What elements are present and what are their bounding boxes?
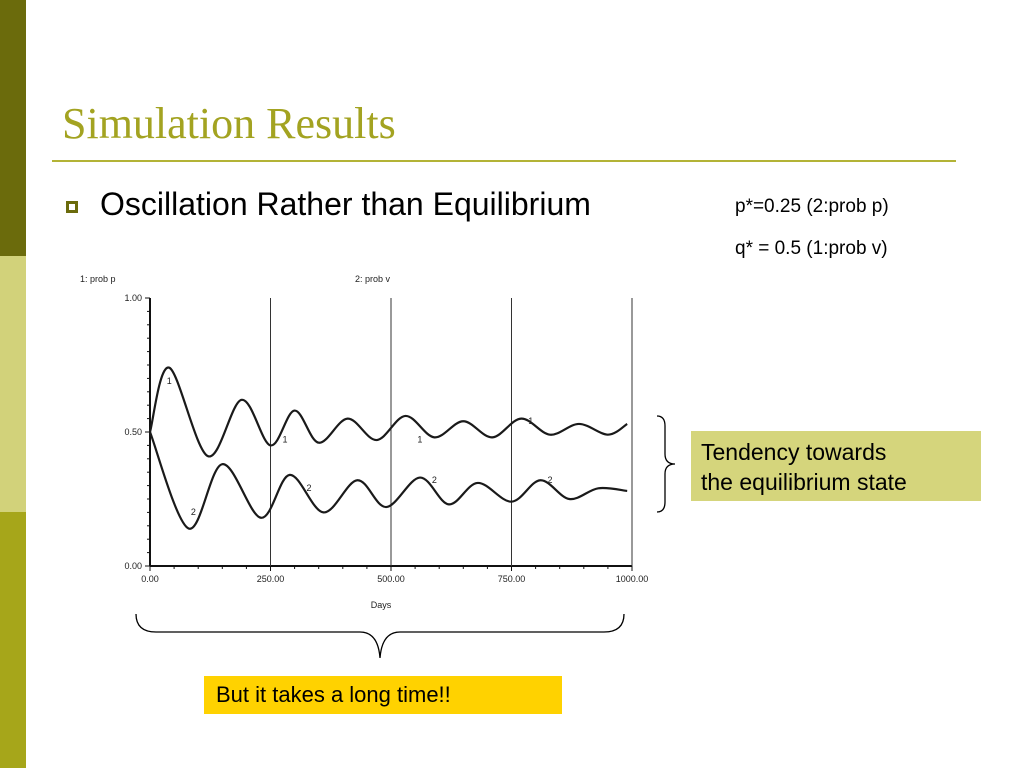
sidebar-segment-middle	[0, 256, 26, 512]
bullet-item: Oscillation Rather than Equilibrium	[66, 186, 591, 223]
x-tick-label-0: 0.00	[141, 574, 159, 584]
y-tick-label-2: 0.00	[124, 561, 142, 571]
series-2-marker-3: 2	[548, 475, 553, 485]
series-2-marker-0: 2	[191, 507, 196, 517]
series-1-marker-3: 1	[528, 416, 533, 426]
sidebar-decoration	[0, 0, 26, 768]
right-curly-brace	[656, 415, 676, 513]
bullet-text: Oscillation Rather than Equilibrium	[100, 186, 591, 222]
x-tick-label-1: 250.00	[257, 574, 285, 584]
simulation-chart: 1: prob p 2: prob v 0.00 250.00 500.00 750.00…	[80, 274, 649, 610]
equilibrium-note-q: q* = 0.5 (1:prob v)	[735, 238, 888, 259]
series-line-1	[148, 366, 628, 458]
sidebar-segment-bottom	[0, 512, 26, 768]
time-callout: But it takes a long time!!	[204, 676, 562, 714]
x-tick-label-4: 1000.00	[616, 574, 649, 584]
tendency-callout: Tendency towards the equilibrium state	[691, 431, 981, 501]
series-1-marker-0: 1	[167, 376, 172, 386]
series-line-2	[148, 431, 628, 530]
series-1-marker-1: 1	[282, 435, 287, 445]
series-2-marker-2: 2	[432, 475, 437, 485]
equilibrium-note-p: p*=0.25 (2:prob p)	[735, 196, 889, 217]
bottom-curly-brace	[135, 613, 625, 659]
y-tick-label-1: 0.50	[124, 427, 142, 437]
slide-title: Simulation Results	[62, 99, 396, 148]
tendency-line-1: Tendency towards	[701, 439, 887, 465]
series-1-marker-2: 1	[417, 435, 422, 445]
tendency-line-2: the equilibrium state	[701, 469, 907, 495]
legend-prob-v: 2: prob v	[355, 274, 391, 284]
legend-prob-p: 1: prob p	[80, 274, 116, 284]
x-tick-label-2: 500.00	[377, 574, 405, 584]
x-axis-label: Days	[371, 600, 392, 610]
x-tick-label-3: 750.00	[498, 574, 526, 584]
square-bullet-icon	[66, 200, 78, 213]
title-divider	[52, 160, 956, 162]
sidebar-segment-top	[0, 0, 26, 256]
series-2-marker-1: 2	[307, 483, 312, 493]
y-tick-label-0: 1.00	[124, 293, 142, 303]
